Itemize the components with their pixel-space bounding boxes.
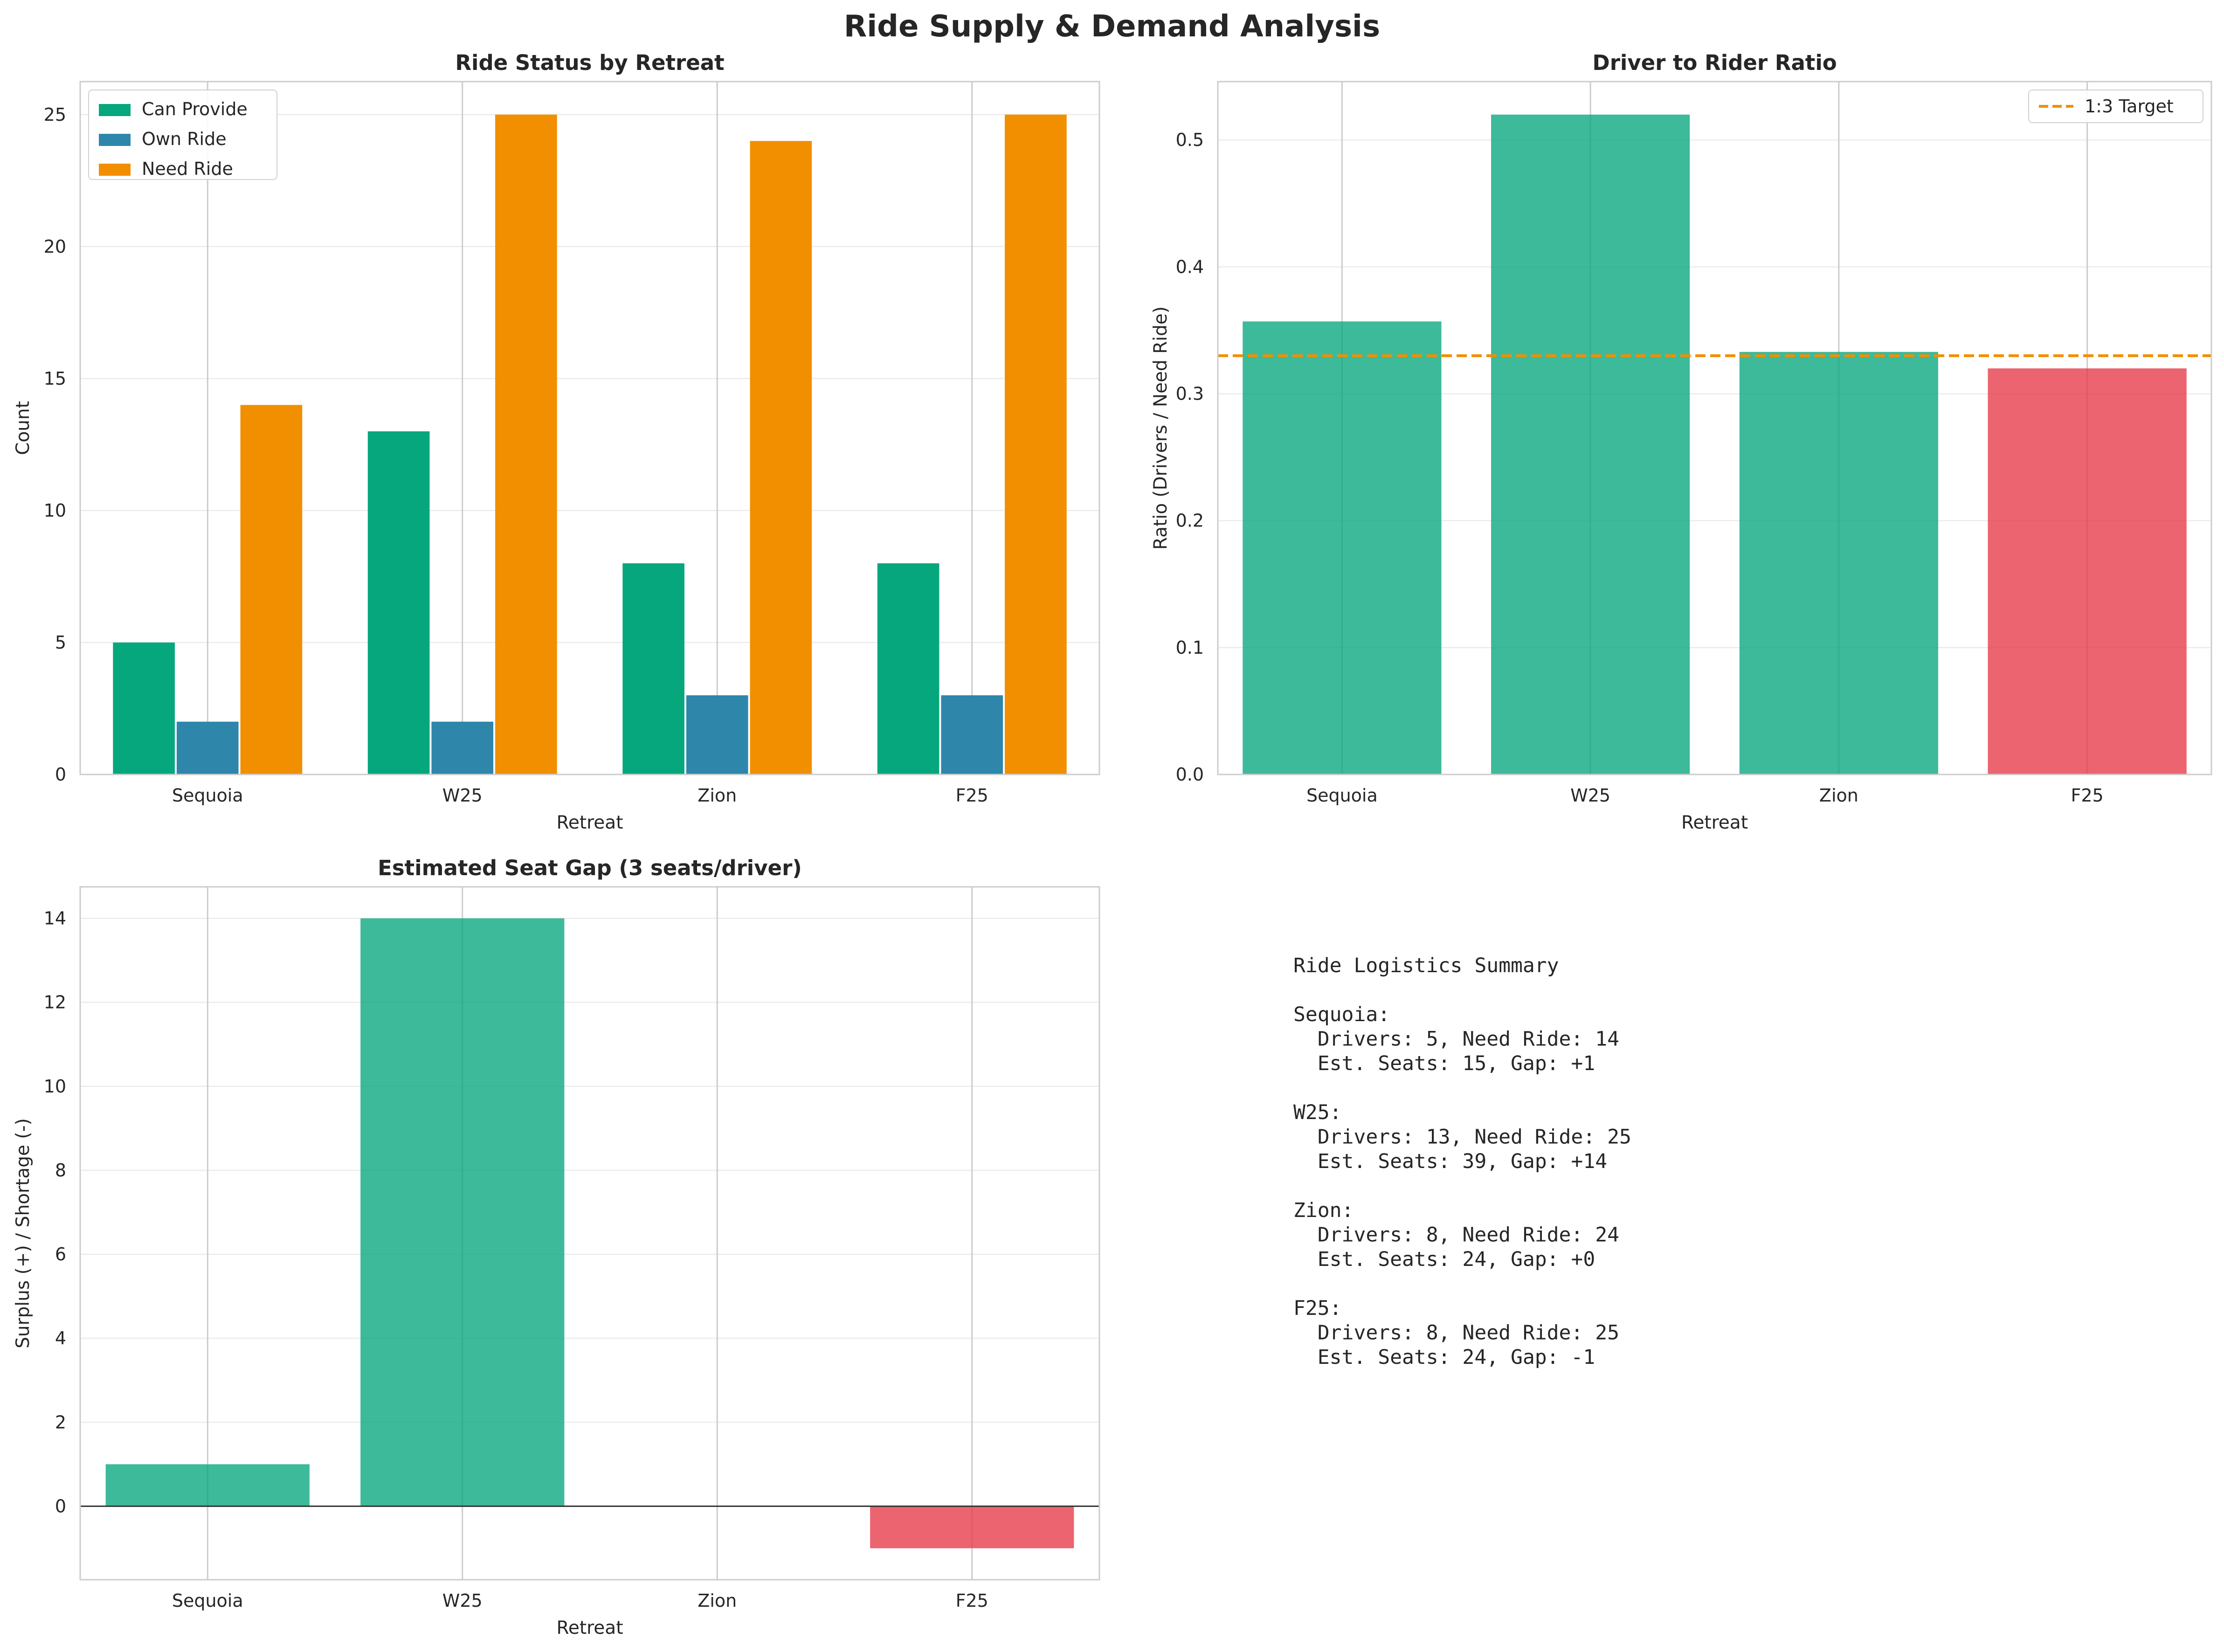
y-tick-label: 0 — [55, 1496, 66, 1516]
x-axis-label: Retreat — [557, 812, 623, 833]
bar-can-provide — [367, 431, 430, 774]
y-tick-label: 0 — [55, 764, 66, 785]
legend-box — [88, 90, 277, 180]
legend-swatch — [99, 134, 131, 146]
chart-title: Estimated Seat Gap (3 seats/driver) — [378, 856, 802, 880]
y-tick-label: 8 — [55, 1160, 66, 1181]
summary-line: Est. Seats: 24, Gap: -1 — [1293, 1346, 1595, 1369]
legend-label: Own Ride — [142, 129, 227, 149]
y-tick-label: 0.2 — [1176, 511, 1204, 531]
summary-line: Est. Seats: 24, Gap: +0 — [1293, 1248, 1595, 1271]
summary-line: Est. Seats: 39, Gap: +14 — [1293, 1150, 1607, 1173]
x-tick-label: Sequoia — [1306, 785, 1378, 806]
y-tick-label: 25 — [44, 104, 66, 125]
bar-ratio — [1739, 352, 1938, 774]
bar-own-ride — [686, 695, 748, 774]
summary-line: Est. Seats: 15, Gap: +1 — [1293, 1052, 1595, 1075]
summary-line: Drivers: 13, Need Ride: 25 — [1293, 1126, 1631, 1149]
bar-need-ride — [495, 114, 557, 774]
chart-title: Driver to Rider Ratio — [1592, 50, 1837, 75]
x-tick-label: Zion — [698, 785, 737, 806]
y-tick-label: 4 — [55, 1328, 66, 1348]
legend: Can Provide Own Ride Need Ride — [88, 90, 277, 180]
x-tick-label: Zion — [698, 1590, 737, 1611]
x-axis-label: Retreat — [557, 1617, 623, 1638]
legend: 1:3 Target — [2028, 90, 2203, 123]
y-tick-label: 6 — [55, 1244, 66, 1265]
plot-frame — [1217, 81, 2212, 775]
x-tick-label: Sequoia — [172, 785, 243, 806]
bar-need-ride — [240, 405, 303, 774]
legend-box — [2028, 90, 2203, 123]
y-tick-label: 10 — [44, 500, 66, 521]
bar-seat-gap — [360, 918, 565, 1507]
legend-swatch — [99, 164, 131, 176]
y-tick-label: 0.3 — [1176, 384, 1204, 404]
bar-need-ride — [750, 141, 812, 774]
bar-ratio — [1988, 368, 2187, 774]
y-tick-label: 0.1 — [1176, 637, 1204, 658]
legend-swatch — [99, 104, 131, 116]
x-tick-label: F25 — [956, 1590, 988, 1611]
x-tick-label: F25 — [2071, 785, 2104, 806]
x-tick-label: W25 — [442, 785, 483, 806]
summary-line: Sequoia: — [1293, 1003, 1390, 1026]
x-tick-label: F25 — [956, 785, 988, 806]
y-tick-label: 10 — [44, 1076, 66, 1097]
legend-label: Need Ride — [142, 159, 233, 179]
bar-own-ride — [431, 721, 494, 774]
bar-ratio — [1491, 114, 1690, 774]
y-tick-label: 0.5 — [1176, 130, 1204, 150]
x-tick-label: Zion — [1819, 785, 1858, 806]
summary-panel: Ride Logistics Summary Sequoia: Drivers: … — [1293, 954, 1631, 1369]
y-axis-label: Surplus (+) / Shortage (-) — [13, 1118, 34, 1348]
bar-own-ride — [176, 721, 239, 774]
chart-driver-rider-ratio: 0.0 0.1 0.2 0.3 0.4 0.5 Sequoia W25 Zion F25 Drive… — [1150, 50, 2212, 833]
y-tick-label: 2 — [55, 1412, 66, 1432]
x-tick-label: W25 — [1570, 785, 1610, 806]
legend-label: Can Provide — [142, 99, 248, 119]
plot-frame — [79, 886, 1100, 1581]
y-tick-label: 0.4 — [1176, 256, 1204, 277]
y-tick-label: 12 — [44, 992, 66, 1013]
bar-can-provide — [622, 563, 684, 774]
bar-seat-gap — [870, 1506, 1074, 1548]
y-axis-label: Count — [13, 401, 34, 455]
y-tick-label: 5 — [55, 632, 66, 653]
y-tick-label: 15 — [44, 368, 66, 389]
legend-label: 1:3 Target — [2085, 96, 2174, 117]
bar-seat-gap — [105, 1464, 310, 1507]
summary-line: Ride Logistics Summary — [1293, 954, 1559, 977]
summary-line: Drivers: 5, Need Ride: 14 — [1293, 1028, 1619, 1051]
figure-suptitle: Ride Supply & Demand Analysis — [844, 9, 1380, 44]
y-axis-label: Ratio (Drivers / Need Ride) — [1150, 306, 1171, 550]
y-tick-label: 0.0 — [1176, 764, 1204, 785]
summary-line: F25: — [1293, 1297, 1342, 1320]
y-tick-label: 14 — [44, 908, 66, 929]
bar-can-provide — [113, 642, 175, 774]
summary-line: Zion: — [1293, 1199, 1354, 1222]
bar-need-ride — [1005, 114, 1067, 774]
x-axis-label: Retreat — [1681, 812, 1748, 833]
chart-title: Ride Status by Retreat — [455, 50, 724, 75]
summary-line: W25: — [1293, 1101, 1342, 1124]
x-tick-label: W25 — [442, 1590, 483, 1611]
plot-frame — [79, 81, 1100, 775]
chart-ride-status: 0 5 10 15 20 25 Sequoia W25 Zion F25 Ride Status b… — [13, 50, 1100, 833]
bar-ratio — [1243, 321, 1442, 774]
summary-line: Drivers: 8, Need Ride: 24 — [1293, 1223, 1619, 1247]
summary-line: Drivers: 8, Need Ride: 25 — [1293, 1321, 1619, 1345]
bar-can-provide — [877, 563, 939, 774]
x-tick-label: Sequoia — [172, 1590, 243, 1611]
chart-seat-gap: 0 2 4 6 8 10 12 14 Sequoia W25 Zion F25 Estimated Se… — [13, 856, 1100, 1638]
bar-own-ride — [941, 695, 1003, 774]
y-tick-label: 20 — [44, 236, 66, 257]
